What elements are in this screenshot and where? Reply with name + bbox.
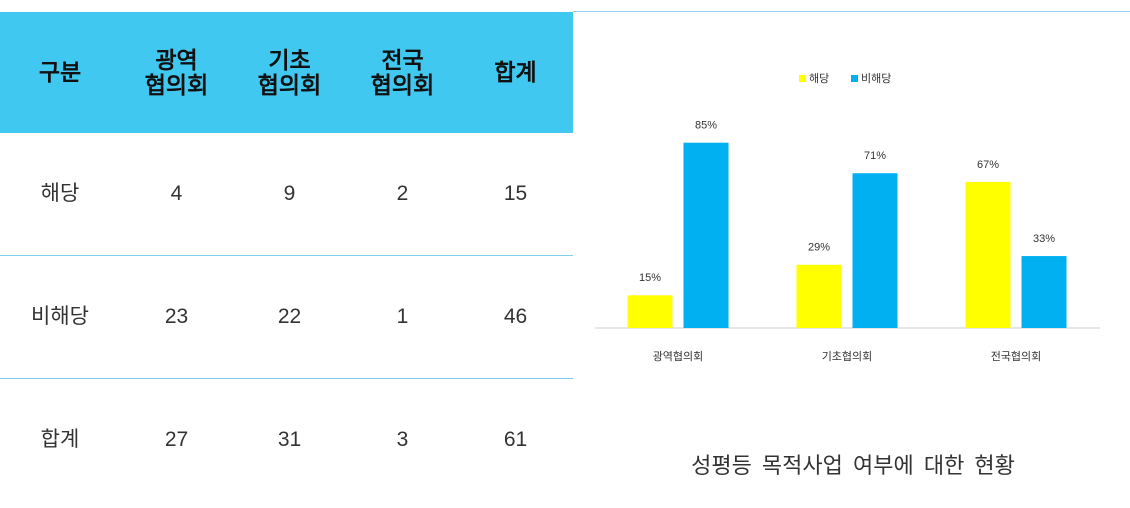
table: 구분 광역 협의회 기초 협의회 전국 협의회 합계 해당 4 9 2 15 비해당 23 22 1 46 합…: [0, 12, 573, 501]
bar: [627, 295, 673, 328]
table-row: 합계 27 31 3 61: [0, 379, 573, 501]
legend-label: 해당: [809, 71, 829, 85]
value-label: 33%: [1033, 233, 1055, 245]
cell: 46: [503, 304, 528, 328]
header-cell: 기초 협의회: [257, 47, 322, 98]
bar: [852, 173, 898, 328]
cell: 22: [277, 304, 302, 328]
cell: 23: [164, 304, 189, 328]
cell: 합계: [40, 427, 80, 451]
bar: [796, 264, 842, 328]
value-label: 29%: [808, 242, 830, 254]
header-cell: 구분: [38, 59, 82, 86]
x-tick-label: 기초협의회: [822, 350, 873, 363]
value-label: 15%: [639, 272, 661, 284]
table-row: 비해당 23 22 1 46: [0, 256, 573, 379]
cell: 2: [396, 181, 409, 205]
table-row: 해당 4 9 2 15: [0, 133, 573, 256]
cell: 비해당: [31, 304, 89, 328]
x-tick-label: 전국협의회: [991, 350, 1042, 363]
cell: 4: [170, 181, 183, 205]
value-label: 71%: [864, 150, 886, 162]
cell: 3: [396, 427, 409, 451]
header-cell: 전국 협의회: [370, 47, 435, 98]
caption: 성평등 목적사업 여부에 대한 현황: [691, 453, 1015, 478]
legend-swatch: [851, 75, 858, 82]
value-label: 67%: [977, 159, 999, 171]
bar: [965, 181, 1011, 328]
legend-label: 비해당: [861, 71, 891, 85]
header-cell: 합계: [494, 59, 537, 86]
bar: [683, 142, 729, 328]
x-tick-label: 광역협의회: [653, 350, 704, 363]
cell: 9: [283, 181, 296, 205]
value-label: 85%: [695, 120, 717, 132]
legend-swatch: [799, 75, 806, 82]
cell: 15: [503, 181, 528, 205]
cell: 31: [277, 427, 302, 451]
header-row: 구분 광역 협의회 기초 협의회 전국 협의회 합계: [0, 12, 573, 133]
bar: [1021, 256, 1067, 328]
cell: 27: [164, 427, 189, 451]
header-cell: 광역 협의회: [144, 47, 209, 98]
divider: [573, 11, 1130, 12]
cell: 1: [396, 304, 409, 328]
cell: 61: [503, 427, 528, 451]
cell: 해당: [40, 181, 80, 205]
